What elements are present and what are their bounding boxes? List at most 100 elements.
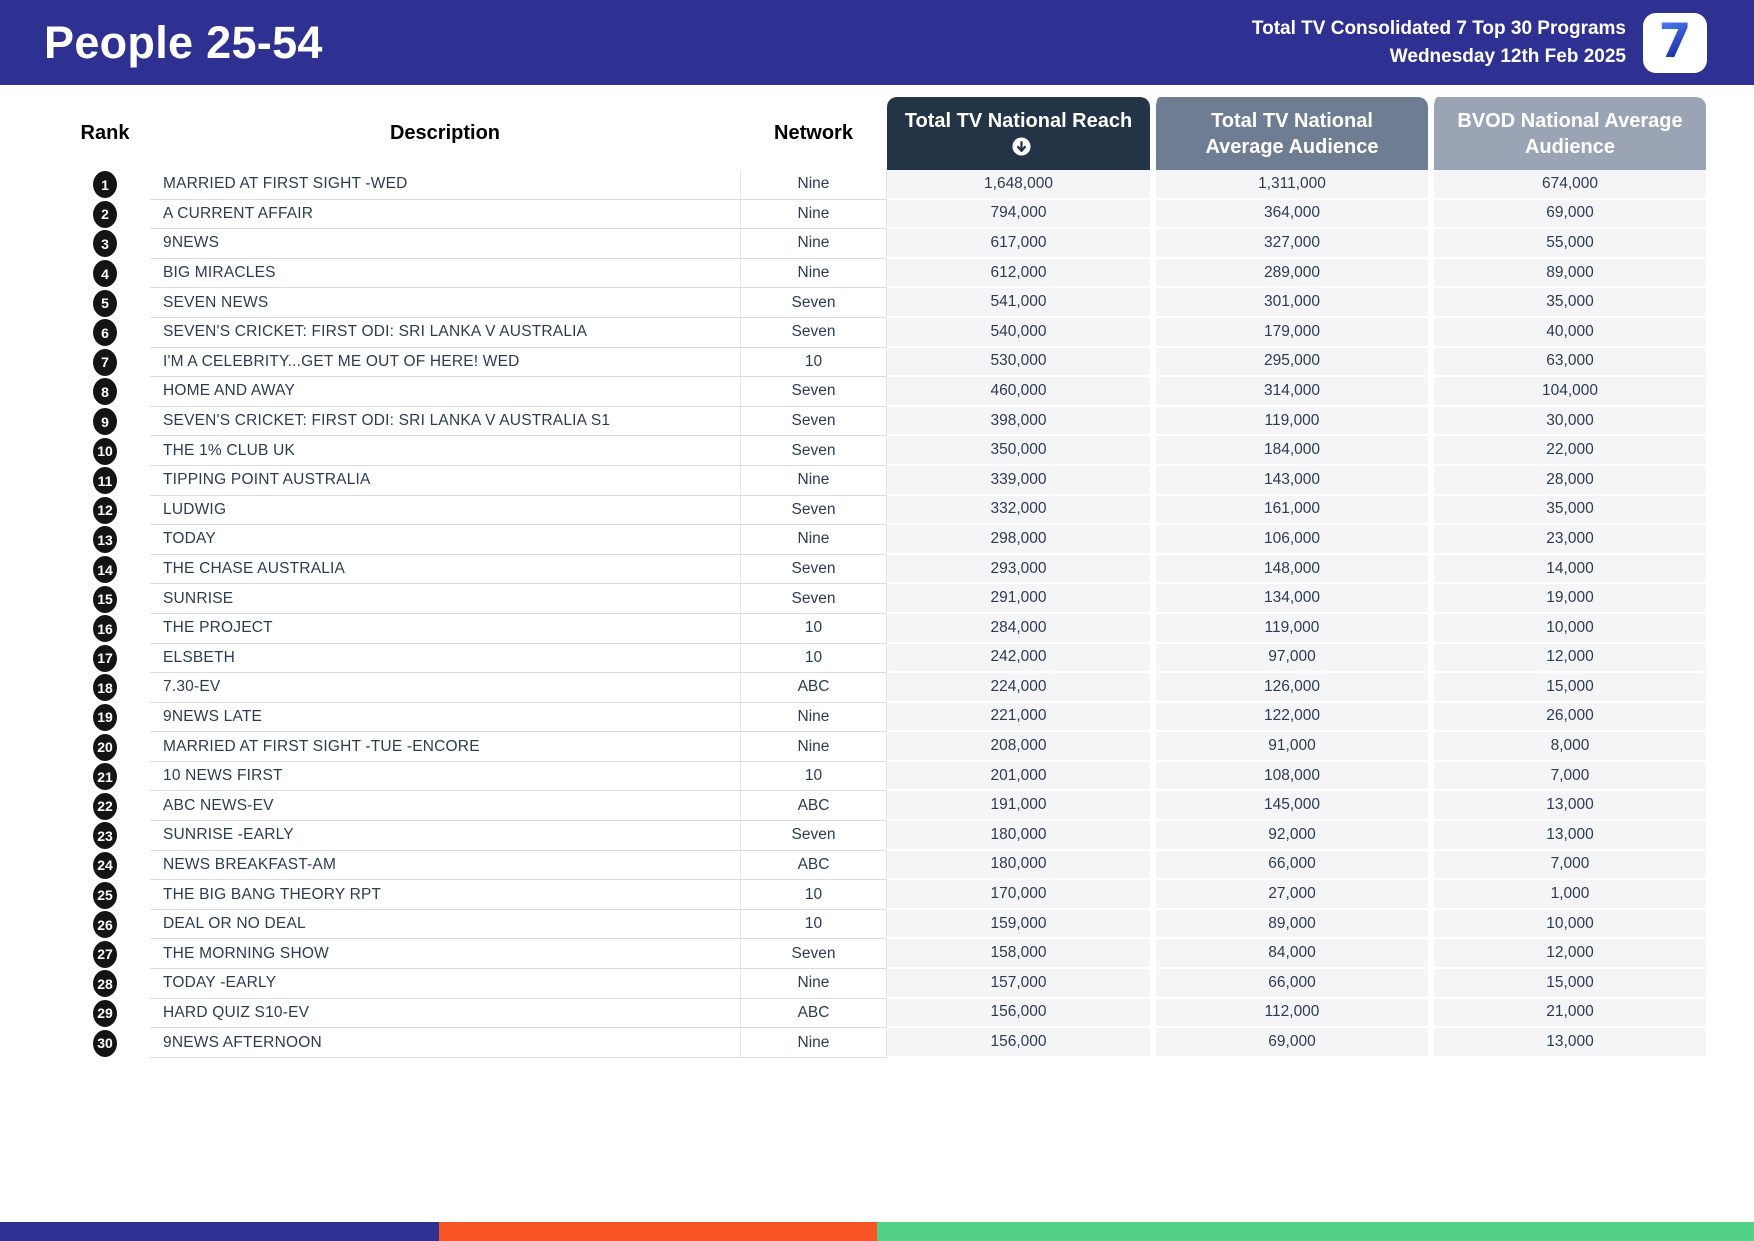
rank-badge: 15 xyxy=(93,585,117,613)
total-tv-reach-value: 156,000 xyxy=(887,1028,1150,1058)
network-name: ABC xyxy=(740,998,887,1029)
rank-cell: 6 xyxy=(60,318,150,348)
program-description: NEWS BREAKFAST-AM xyxy=(150,851,740,881)
header-right: Total TV Consolidated 7 Top 30 Programs … xyxy=(1251,12,1707,73)
bvod-avg-audience-value: 35,000 xyxy=(1428,288,1706,318)
page-title: People 25-54 xyxy=(44,16,323,68)
report-name: Total TV Consolidated 7 Top 30 Programs xyxy=(1251,17,1626,39)
rank-badge: 2 xyxy=(93,200,117,228)
total-tv-reach-value: 191,000 xyxy=(887,791,1150,822)
bvod-avg-audience-value: 1,000 xyxy=(1428,880,1706,910)
total-tv-reach-value: 332,000 xyxy=(887,495,1150,526)
total-tv-reach-value: 612,000 xyxy=(887,258,1150,289)
program-description: MARRIED AT FIRST SIGHT -WED xyxy=(150,170,740,200)
rank-cell: 13 xyxy=(60,525,150,555)
network-name: Nine xyxy=(740,732,887,762)
bvod-avg-audience-value: 19,000 xyxy=(1428,584,1706,614)
bvod-avg-audience-value: 104,000 xyxy=(1428,377,1706,407)
rank-cell: 29 xyxy=(60,999,150,1029)
total-tv-avg-audience-value: 289,000 xyxy=(1150,258,1428,289)
network-name: Seven xyxy=(740,821,887,851)
table-row: 6 SEVEN'S CRICKET: FIRST ODI: SRI LANKA … xyxy=(60,317,1706,348)
total-tv-reach-value: 180,000 xyxy=(887,821,1150,851)
rank-badge: 11 xyxy=(93,467,117,495)
rank-cell: 28 xyxy=(60,969,150,999)
program-description: HOME AND AWAY xyxy=(150,377,740,407)
total-tv-reach-value: 541,000 xyxy=(887,288,1150,318)
total-tv-avg-audience-value: 84,000 xyxy=(1150,939,1428,970)
bvod-avg-audience-value: 26,000 xyxy=(1428,702,1706,733)
rank-cell: 11 xyxy=(60,466,150,496)
top-programs-table: Rank Description Network Total TV Nation… xyxy=(60,97,1706,1058)
rank-cell: 7 xyxy=(60,348,150,378)
network-name: Seven xyxy=(740,554,887,585)
total-tv-reach-value: 298,000 xyxy=(887,525,1150,555)
network-name: Seven xyxy=(740,406,887,437)
table-row: 15 SUNRISE Seven 291,000 134,000 19,000 xyxy=(60,584,1706,614)
program-description: DEAL OR NO DEAL xyxy=(150,910,740,940)
network-name: Seven xyxy=(740,288,887,318)
rank-badge: 16 xyxy=(93,615,117,643)
rank-cell: 18 xyxy=(60,673,150,703)
footer-segment-blue xyxy=(0,1222,439,1241)
program-description: SEVEN'S CRICKET: FIRST ODI: SRI LANKA V … xyxy=(150,407,740,437)
total-tv-reach-value: 159,000 xyxy=(887,909,1150,940)
report-date: Wednesday 12th Feb 2025 xyxy=(1389,45,1626,67)
program-description: THE MORNING SHOW xyxy=(150,939,740,970)
column-header-rank: Rank xyxy=(60,97,150,170)
seven-logo-glyph: 7 xyxy=(1658,14,1692,69)
total-tv-avg-audience-value: 92,000 xyxy=(1150,821,1428,851)
rank-badge: 24 xyxy=(93,851,117,879)
rank-cell: 23 xyxy=(60,821,150,851)
rank-cell: 26 xyxy=(60,910,150,940)
bvod-avg-audience-value: 30,000 xyxy=(1428,406,1706,437)
total-tv-avg-audience-value: 145,000 xyxy=(1150,791,1428,822)
total-tv-reach-value: 540,000 xyxy=(887,317,1150,348)
table-row: 30 9NEWS AFTERNOON Nine 156,000 69,000 1… xyxy=(60,1028,1706,1058)
table-row: 16 THE PROJECT 10 284,000 119,000 10,000 xyxy=(60,613,1706,644)
total-tv-avg-audience-value: 89,000 xyxy=(1150,909,1428,940)
program-description: 9NEWS xyxy=(150,229,740,259)
rank-cell: 3 xyxy=(60,229,150,259)
header-bar: People 25-54 Total TV Consolidated 7 Top… xyxy=(0,0,1754,85)
total-tv-reach-value: 201,000 xyxy=(887,761,1150,792)
bvod-avg-audience-value: 7,000 xyxy=(1428,761,1706,792)
program-description: THE 1% CLUB UK xyxy=(150,436,740,466)
table-row: 29 HARD QUIZ S10-EV ABC 156,000 112,000 … xyxy=(60,998,1706,1029)
rank-cell: 25 xyxy=(60,880,150,910)
rank-badge: 8 xyxy=(93,378,117,406)
network-name: Nine xyxy=(740,525,887,555)
table-row: 10 THE 1% CLUB UK Seven 350,000 184,000 … xyxy=(60,436,1706,466)
total-tv-avg-audience-value: 126,000 xyxy=(1150,673,1428,703)
network-name: Nine xyxy=(740,229,887,259)
total-tv-avg-audience-value: 143,000 xyxy=(1150,465,1428,496)
bvod-avg-audience-value: 14,000 xyxy=(1428,554,1706,585)
rank-badge: 13 xyxy=(93,526,117,554)
program-description: TODAY -EARLY xyxy=(150,969,740,999)
bvod-avg-audience-value: 55,000 xyxy=(1428,229,1706,259)
table-body: 1 MARRIED AT FIRST SIGHT -WED Nine 1,648… xyxy=(60,170,1706,1058)
program-description: SUNRISE -EARLY xyxy=(150,821,740,851)
network-name: Nine xyxy=(740,258,887,289)
column-header-total-tv-reach[interactable]: Total TV National Reach xyxy=(887,97,1150,170)
program-description: 7.30-EV xyxy=(150,673,740,703)
total-tv-avg-audience-value: 108,000 xyxy=(1150,761,1428,792)
table-row: 13 TODAY Nine 298,000 106,000 23,000 xyxy=(60,525,1706,555)
rank-cell: 4 xyxy=(60,259,150,289)
total-tv-avg-audience-value: 364,000 xyxy=(1150,199,1428,230)
bvod-avg-audience-value: 13,000 xyxy=(1428,821,1706,851)
rank-cell: 30 xyxy=(60,1028,150,1058)
bvod-avg-audience-value: 12,000 xyxy=(1428,939,1706,970)
program-description: SEVEN'S CRICKET: FIRST ODI: SRI LANKA V … xyxy=(150,318,740,348)
total-tv-avg-audience-value: 327,000 xyxy=(1150,229,1428,259)
bvod-avg-audience-value: 63,000 xyxy=(1428,347,1706,378)
reach-header-label: Total TV National Reach xyxy=(904,109,1133,132)
total-tv-avg-audience-value: 97,000 xyxy=(1150,643,1428,674)
bvod-avg-audience-value: 10,000 xyxy=(1428,613,1706,644)
program-description: LUDWIG xyxy=(150,496,740,526)
rank-badge: 28 xyxy=(93,970,117,998)
network-name: Nine xyxy=(740,170,887,200)
network-name: 10 xyxy=(740,643,887,674)
column-header-description: Description xyxy=(150,97,740,170)
footer-color-bar xyxy=(0,1222,1754,1241)
